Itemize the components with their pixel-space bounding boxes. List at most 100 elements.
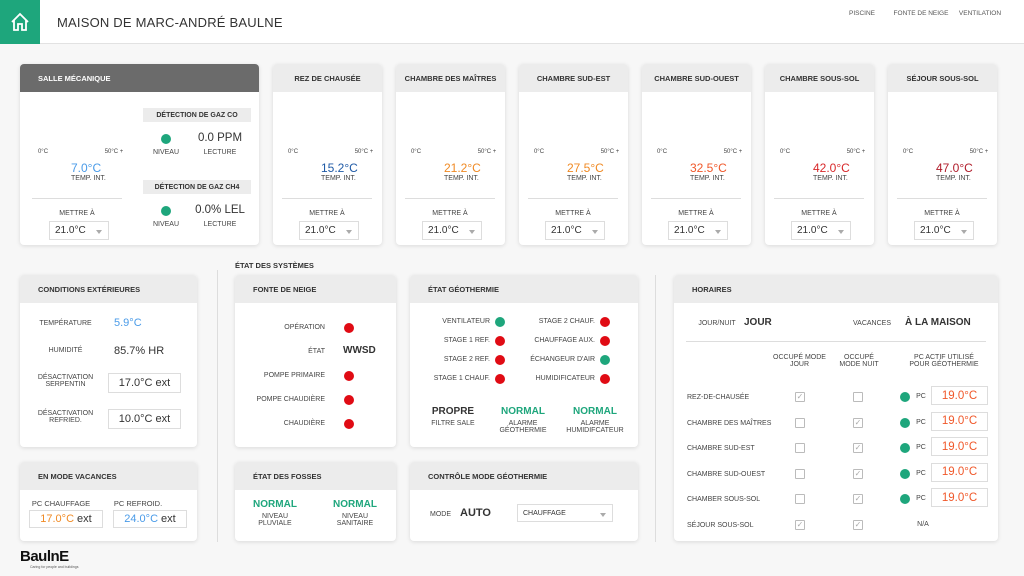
day-checkbox[interactable] — [795, 494, 805, 504]
alarm_hum-label: ALARME HUMIDIFCATEUR — [566, 420, 624, 434]
night-checkbox[interactable] — [853, 392, 863, 402]
col-pc: PC ACTIF UTILISÉ POUR GÉOTHERMIE — [909, 354, 979, 368]
cooling-deactivation-field[interactable]: 10.0°C ext — [108, 409, 181, 429]
setpoint-label: METTRE À — [678, 210, 714, 217]
setpoint-value: 21.0°C — [305, 225, 336, 236]
pc-status-dot — [900, 443, 910, 453]
gas-co-reading-label: LECTURE — [203, 149, 237, 156]
nav-piscine[interactable]: PISCINE — [832, 6, 892, 17]
setpoint-select[interactable]: 21.0°C — [422, 221, 482, 240]
pc-setpoint-field[interactable]: 19.0°C — [931, 488, 988, 507]
night-checkbox[interactable]: ✓ — [853, 519, 863, 530]
night-checkbox[interactable]: ✓ — [853, 494, 863, 504]
cool-label: PC REFROID. — [113, 499, 163, 508]
page-title: MAISON DE MARC-ANDRÉ BAULNE — [57, 15, 283, 30]
setpoint-select[interactable]: 21.0°C — [545, 221, 605, 240]
mode-select-value: CHAUFFAGE — [523, 509, 566, 517]
gas-co-header: DÉTECTION DE GAZ CO — [143, 108, 251, 122]
cool-setpoint-field[interactable]: 24.0°C ext — [113, 510, 187, 528]
divider — [528, 198, 618, 199]
pc-status-dot — [900, 417, 910, 428]
night-checkbox[interactable]: ✓ — [853, 468, 863, 479]
pc-setpoint-field[interactable]: 19.0°C — [931, 462, 988, 482]
day-checkbox[interactable] — [795, 443, 805, 453]
geo-status-label: STAGE 1 REF. — [443, 337, 490, 344]
divider-vertical — [655, 275, 656, 542]
gauge-min-label: 0°C — [656, 149, 668, 155]
card-title: FONTE DE NEIGE — [253, 284, 317, 294]
label: DÉSACTIVATION SERPENTIN — [37, 374, 94, 388]
setpoint-value: 21.0°C — [551, 225, 582, 236]
heat-label: PC CHAUFFAGE — [31, 499, 91, 508]
geo-status-label: STAGE 2 REF. — [443, 356, 490, 363]
setpoint-select[interactable]: 21.0°C — [914, 221, 974, 240]
room-card: SÉJOUR SOUS-SOL 0°C 50°C + 47.0°C TEMP. INT.… — [888, 64, 997, 245]
night-checkbox[interactable]: ✓ — [853, 443, 863, 453]
card-salle-mecanique: SALLE MÉCANIQUE 0°C 50°C +7.0°C TEMP. INT. M… — [20, 64, 259, 245]
divider-vertical — [217, 270, 218, 542]
setpoint-value: 21.0°C — [674, 225, 705, 236]
setpoint-select[interactable]: 21.0°C — [49, 221, 109, 240]
interior-temperature: 21.2°C — [444, 161, 481, 175]
day-checkbox[interactable] — [795, 417, 805, 428]
coil-deactivation-field[interactable]: 17.0°C ext — [108, 373, 181, 393]
status-dot — [600, 317, 610, 327]
divider — [282, 198, 372, 199]
snow-state-value: WWSD — [343, 345, 376, 356]
card-header: CONDITIONS EXTÉRIEURES — [20, 275, 197, 303]
room-name: SÉJOUR SOUS-SOL — [687, 521, 754, 529]
nav-fonte-de-neige[interactable]: FONTE DE NEIGE — [891, 6, 951, 17]
day-checkbox[interactable]: ✓ — [795, 392, 805, 402]
mode-value: AUTO — [460, 507, 491, 519]
card-header: HORAIRES — [674, 275, 998, 303]
status-dot — [600, 374, 610, 384]
systems-title: ÉTAT DES SYSTÈMES — [235, 261, 314, 270]
alarm_geo-value: NORMAL — [501, 406, 545, 417]
filter-label: FILTRE SALE — [431, 420, 475, 427]
temp-int-label: TEMP. INT. — [444, 175, 479, 182]
setpoint-label: METTRE À — [309, 210, 345, 217]
heat-setpoint-field[interactable]: 17.0°C ext — [29, 510, 103, 528]
card-conditions-exterieures: CONDITIONS EXTÉRIEURES TEMPÉRATURE 5.9°C HU… — [20, 275, 197, 447]
gas-ch4-reading-label: LECTURE — [203, 221, 237, 228]
room-card: REZ DE CHAUSÉE 0°C 50°C + 15.2°C TEMP. INT. M… — [273, 64, 382, 245]
status-dot — [344, 419, 354, 429]
card-title: CONTRÔLE MODE GÉOTHERMIE — [428, 471, 548, 481]
night-checkbox[interactable]: ✓ — [853, 417, 863, 428]
pc-setpoint-field[interactable]: 19.0°C — [931, 437, 988, 456]
card-title: CONDITIONS EXTÉRIEURES — [38, 284, 141, 294]
day-checkbox[interactable] — [795, 468, 805, 479]
pc-setpoint-field[interactable]: 19.0°C — [931, 411, 988, 431]
label: TEMPÉRATURE — [39, 320, 92, 327]
alarm_hum-value: NORMAL — [573, 406, 617, 417]
outdoor-temp: 5.9°C — [114, 317, 142, 329]
divider — [774, 198, 864, 199]
setpoint-label: METTRE À — [801, 210, 837, 217]
gas-ch4-status-dot — [161, 206, 171, 216]
rain-label: NIVEAU PLUVIALE — [258, 513, 292, 527]
day-checkbox[interactable]: ✓ — [795, 519, 805, 530]
snow-row-label: OPÉRATION — [284, 324, 325, 331]
card-etat-des-fosses: ÉTAT DES FOSSES NORMAL NIVEAU PLUVIALE NORM… — [235, 462, 396, 541]
gauge-max-label: 50°C + — [104, 149, 124, 155]
snow-row-label: CHAUDIÈRE — [283, 420, 325, 427]
card-horaires: HORAIRES JOUR/NUIT JOUR VACANCES À LA MAISON… — [674, 275, 998, 541]
home-button[interactable] — [0, 0, 40, 44]
unit: ext — [77, 513, 92, 525]
label: HUMIDITÉ — [48, 347, 83, 354]
setpoint-select[interactable]: 21.0°C — [299, 221, 359, 240]
setpoint-value: 21.0°C — [55, 225, 86, 236]
pc-setpoint-field[interactable]: 19.0°C — [931, 386, 988, 405]
pc-label: PC — [916, 418, 926, 426]
setpoint-label: METTRE À — [555, 210, 591, 217]
setpoint-select[interactable]: 21.0°C — [791, 221, 851, 240]
interior-temperature: 27.5°C — [567, 161, 604, 175]
nav-ventilation[interactable]: VENTILATION — [950, 6, 1010, 17]
sanitary-label: NIVEAU SANITAIRE — [336, 513, 374, 527]
gauge-min-label: 0°C — [37, 149, 49, 155]
mode-select[interactable]: CHAUFFAGE — [517, 504, 613, 522]
room-name: CHAMBRE SUD-EST — [687, 445, 755, 452]
rain-value: NORMAL — [253, 499, 297, 510]
setpoint-select[interactable]: 21.0°C — [668, 221, 728, 240]
card-header: CHAMBRE SUD-OUEST — [642, 64, 751, 92]
